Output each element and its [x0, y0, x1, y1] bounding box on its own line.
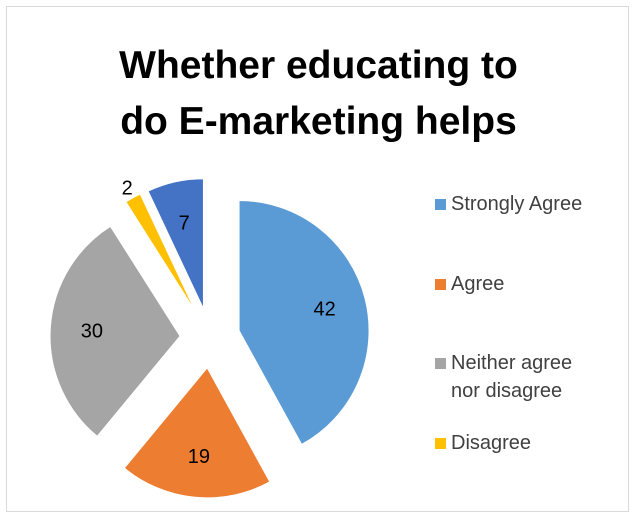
- pie-slice-strongly-agree: [238, 200, 370, 446]
- pie-slice-neither: [49, 225, 181, 437]
- chart-title-line-1: Whether educating to: [119, 44, 518, 87]
- data-label-strongly-agree: 42: [314, 299, 336, 321]
- pie-slice-disagree: [125, 193, 196, 312]
- data-label-neither: 30: [81, 321, 103, 343]
- chart-title: Whether educating to do E-marketing help…: [0, 38, 637, 150]
- pie-slice-strongly-disagree: [147, 178, 204, 309]
- pie-slice-agree: [123, 366, 271, 499]
- data-label-agree: 19: [188, 446, 210, 468]
- chart-title-line-2: do E-marketing helps: [120, 100, 517, 143]
- data-label-disagree: 2: [122, 177, 133, 199]
- data-label-strongly-disagree: 7: [179, 212, 190, 234]
